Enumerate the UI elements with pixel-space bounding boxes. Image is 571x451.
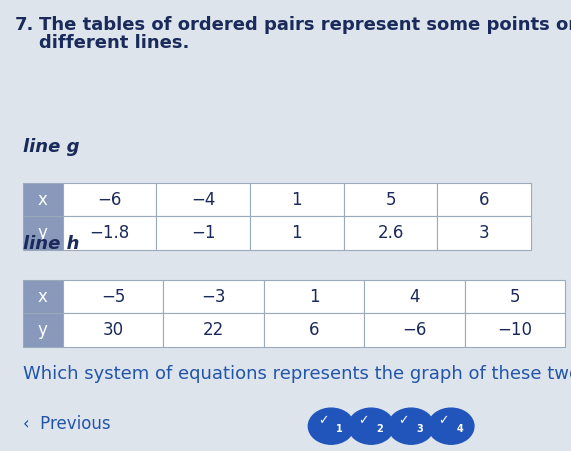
Text: 30: 30 (103, 322, 123, 339)
Bar (23, 280, 63, 313)
Bar (156, 216, 250, 250)
Bar (163, 280, 264, 313)
Bar (264, 313, 364, 347)
Text: 1: 1 (336, 424, 343, 434)
Bar (63, 280, 163, 313)
Bar (23, 216, 63, 250)
Bar (364, 313, 465, 347)
Text: 3: 3 (416, 424, 423, 434)
Text: −5: −5 (101, 288, 125, 305)
Text: 22: 22 (203, 322, 224, 339)
Text: x: x (38, 288, 48, 305)
Text: 2: 2 (376, 424, 383, 434)
Text: ‹  Previous: ‹ Previous (23, 415, 110, 433)
Bar (23, 183, 63, 216)
Text: ✓: ✓ (399, 414, 409, 427)
Circle shape (428, 408, 474, 444)
Text: y: y (38, 322, 48, 339)
Text: 4: 4 (409, 288, 420, 305)
Text: 2.6: 2.6 (377, 225, 404, 242)
Bar (465, 313, 565, 347)
Text: 1: 1 (292, 191, 302, 208)
Text: Which system of equations represents the graph of these two lines?: Which system of equations represents the… (23, 365, 571, 383)
Text: ✓: ✓ (319, 414, 329, 427)
Circle shape (348, 408, 394, 444)
Bar (63, 313, 163, 347)
Text: x: x (38, 191, 48, 208)
Bar (250, 216, 344, 250)
Text: different lines.: different lines. (39, 34, 189, 52)
Text: −3: −3 (202, 288, 226, 305)
Bar (264, 280, 364, 313)
Bar (344, 183, 437, 216)
Bar (344, 216, 437, 250)
Text: 1: 1 (309, 288, 319, 305)
Circle shape (308, 408, 354, 444)
Text: −10: −10 (497, 322, 533, 339)
Bar (437, 216, 531, 250)
Text: line g: line g (23, 138, 79, 156)
Bar (250, 183, 344, 216)
Bar (364, 280, 465, 313)
Circle shape (388, 408, 434, 444)
Bar (163, 313, 264, 347)
Bar (465, 280, 565, 313)
Text: −6: −6 (403, 322, 427, 339)
Bar (63, 183, 156, 216)
Text: 6: 6 (309, 322, 319, 339)
Text: −1.8: −1.8 (90, 225, 130, 242)
Text: −6: −6 (98, 191, 122, 208)
Bar (63, 216, 156, 250)
Text: ✓: ✓ (359, 414, 369, 427)
Text: 4: 4 (456, 424, 463, 434)
Text: The tables of ordered pairs represent some points on the graphs of two: The tables of ordered pairs represent so… (39, 16, 571, 34)
Text: line h: line h (23, 235, 79, 253)
Bar (23, 313, 63, 347)
Text: ✓: ✓ (439, 414, 449, 427)
Text: 3: 3 (479, 225, 489, 242)
Text: −4: −4 (191, 191, 215, 208)
Text: 5: 5 (385, 191, 396, 208)
Text: 6: 6 (479, 191, 489, 208)
Text: 7.: 7. (14, 16, 34, 34)
Bar (437, 183, 531, 216)
Text: −1: −1 (191, 225, 215, 242)
Text: 1: 1 (292, 225, 302, 242)
Text: 5: 5 (510, 288, 520, 305)
Bar (156, 183, 250, 216)
Text: y: y (38, 225, 48, 242)
